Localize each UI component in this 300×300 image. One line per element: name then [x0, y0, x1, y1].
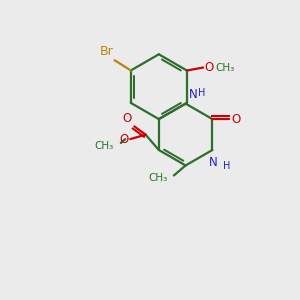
Text: CH₃: CH₃: [215, 63, 235, 73]
Text: Br: Br: [99, 45, 113, 58]
Text: CH₃: CH₃: [94, 142, 113, 152]
Text: O: O: [232, 112, 241, 126]
Text: H: H: [223, 161, 230, 171]
Text: O: O: [123, 112, 132, 125]
Text: CH₃: CH₃: [149, 173, 168, 183]
Text: N: N: [189, 88, 198, 101]
Text: O: O: [119, 133, 128, 146]
Text: H: H: [198, 88, 205, 98]
Text: O: O: [204, 61, 214, 74]
Text: N: N: [208, 157, 217, 169]
